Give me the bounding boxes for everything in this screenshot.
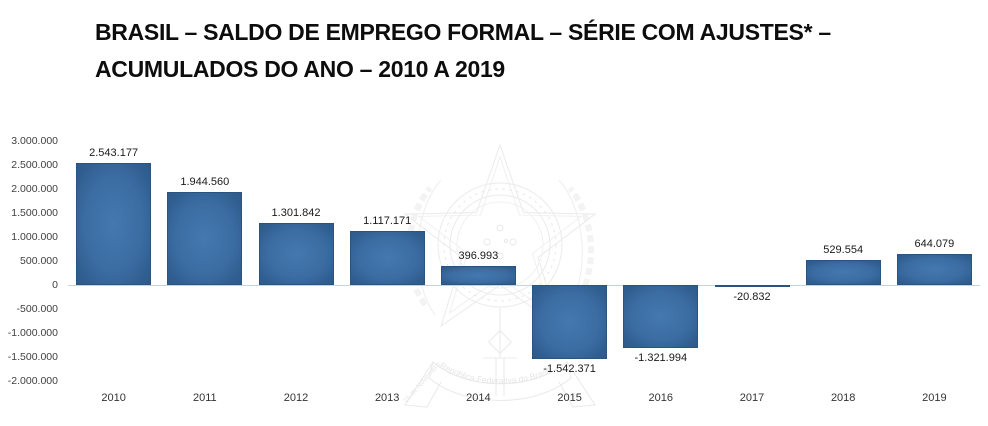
emblem-ring-inner (456, 201, 544, 289)
y-tick-label: -500.000 (16, 303, 58, 315)
bar-2017 (714, 285, 790, 287)
y-tick-label: 3.000.000 (11, 135, 58, 147)
y-tick-label: 2.500.000 (11, 159, 58, 171)
bar-2012 (258, 222, 334, 285)
bar-2010 (76, 162, 152, 285)
ribbon-banner (404, 361, 596, 408)
bar-2018 (805, 259, 881, 285)
chart-title-line2: ACUMULADOS DO ANO – 2010 A 2019 (95, 56, 505, 82)
bar-value-label: 529.554 (823, 243, 864, 256)
zero-axis-line (68, 285, 980, 286)
bar-2016 (623, 285, 699, 349)
x-tick-label: 2012 (283, 392, 309, 404)
bar-value-label: 396.993 (458, 249, 499, 262)
y-tick-label: -2.000.000 (7, 375, 58, 387)
bar-value-label: 2.543.177 (89, 146, 139, 159)
bar-value-label: -20.832 (733, 291, 771, 303)
x-tick-label: 2015 (557, 392, 582, 404)
x-tick-label: 2011 (192, 392, 217, 404)
emblem-ring-mid (449, 194, 551, 296)
x-tick-label: 2016 (648, 392, 674, 404)
y-tick-label: -1.500.000 (7, 351, 58, 363)
x-tick-label: 2013 (374, 392, 400, 404)
bar-value-label: 1.301.842 (271, 206, 321, 219)
y-tick-label: 1.500.000 (11, 207, 58, 219)
bar-2013 (349, 231, 425, 285)
y-tick-label: 0 (52, 279, 58, 291)
bar-2015 (532, 285, 608, 360)
y-tick-label: -1.000.000 (7, 327, 58, 339)
emblem-star-ring (443, 188, 557, 302)
bar-2019 (896, 254, 972, 285)
sword-hilt (483, 307, 517, 396)
bar-chart: República Federativa do Brasil 15 de Nov… (0, 110, 988, 426)
y-tick-label: 500.000 (20, 255, 58, 267)
chart-title-line1: BRASIL – SALDO DE EMPREGO FORMAL – SÉRIE… (95, 19, 831, 45)
bar-value-label: 644.079 (914, 238, 955, 251)
x-tick-label: 2014 (466, 392, 491, 404)
bar-2011 (167, 191, 243, 285)
bar-value-label: 1.117.171 (363, 215, 412, 228)
chart-title: BRASIL – SALDO DE EMPREGO FORMAL – SÉRIE… (95, 14, 831, 88)
bar-value-label: -1.321.994 (634, 352, 688, 365)
x-tick-label: 2018 (830, 392, 856, 404)
bar-value-label: -1.542.371 (543, 363, 596, 376)
x-tick-label: 2017 (739, 392, 765, 404)
x-tick-label: 2010 (101, 392, 126, 404)
x-tick-label: 2019 (922, 392, 947, 404)
bar-value-label: 1.944.560 (180, 175, 230, 188)
bar-2014 (440, 265, 516, 285)
y-tick-label: 1.000.000 (11, 231, 58, 243)
y-tick-label: 2.000.000 (11, 183, 58, 195)
southern-cross-stars (483, 224, 517, 260)
